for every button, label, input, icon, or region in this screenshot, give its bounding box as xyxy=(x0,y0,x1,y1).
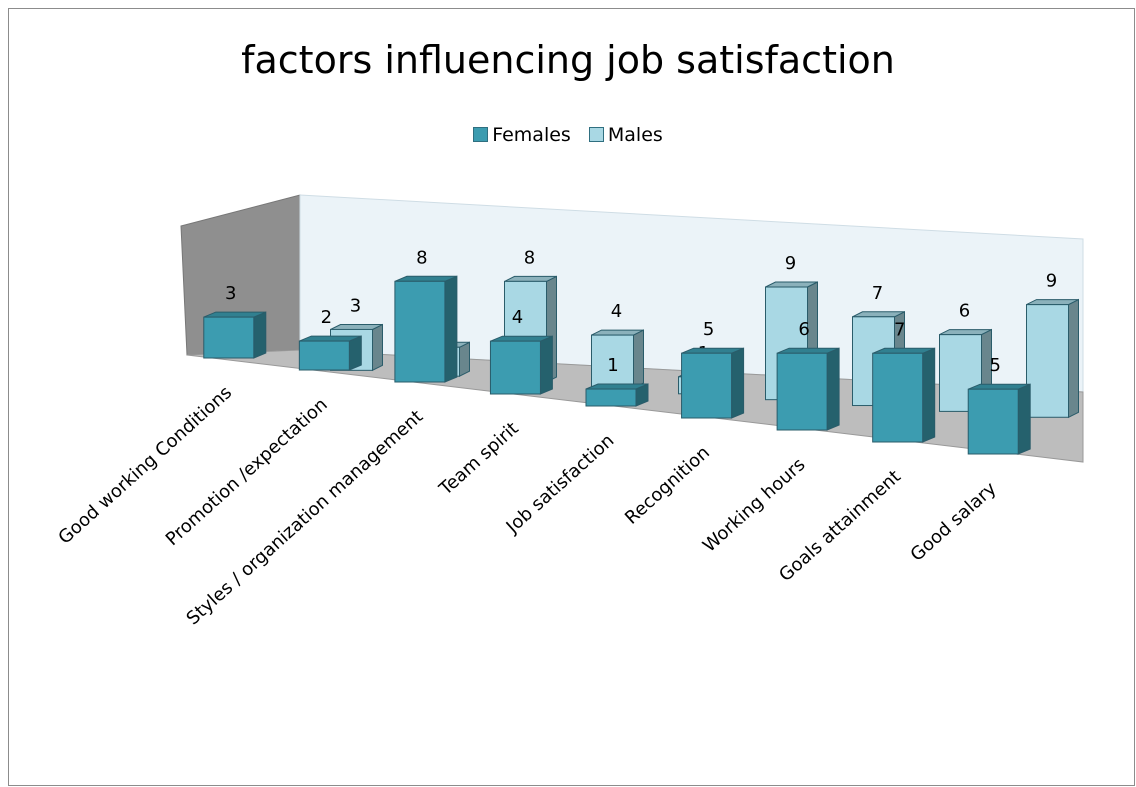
legend-swatch-females xyxy=(473,127,489,142)
bar-males-good-salary-side xyxy=(1068,298,1079,419)
data-label-females-team-spirit: 4 xyxy=(512,307,523,328)
bar-females-promotion-expectation-side xyxy=(348,335,362,371)
bar-females-good-salary-top xyxy=(968,383,1031,390)
category-label-job-satisfaction: Job satisfaction xyxy=(502,430,619,538)
chart-title: factors influencing job satisfaction xyxy=(241,38,895,82)
data-label-females-goals-attainment: 7 xyxy=(894,319,905,340)
data-label-females-good-salary: 5 xyxy=(989,355,1000,376)
data-label-males-good-working-conditions: 3 xyxy=(350,295,361,316)
category-label-good-working-conditions: Good working Conditions xyxy=(54,382,236,549)
bar-females-team-spirit xyxy=(489,340,541,395)
bar-females-good-working-conditions-side xyxy=(253,311,267,359)
bar-females-team-spirit-top xyxy=(490,335,553,342)
legend-entry-males: Males xyxy=(588,124,663,146)
legend-label-males: Males xyxy=(607,124,663,146)
bar-females-goals-attainment xyxy=(872,352,924,443)
bar-males-promotion-expectation-side xyxy=(459,341,470,378)
bar-females-working-hours-side xyxy=(826,347,840,431)
data-label-females-promotion-expectation: 2 xyxy=(321,307,332,328)
bar-males-good-working-conditions-side xyxy=(372,323,383,372)
bar-males-team-spirit-side xyxy=(633,329,644,389)
legend-swatch-males xyxy=(588,127,604,142)
bar-females-styles-organization-management-side xyxy=(444,275,458,383)
bar-males-recognition-top xyxy=(765,281,818,288)
data-label-males-styles-organization-management: 8 xyxy=(524,247,535,268)
bar-females-good-salary-side xyxy=(1017,383,1031,455)
data-label-males-recognition: 9 xyxy=(785,253,796,274)
bar-males-styles-organization-management-top xyxy=(504,275,557,282)
legend-entry-females: Females xyxy=(473,124,571,146)
bar-females-goals-attainment-top xyxy=(872,347,935,354)
bar-females-promotion-expectation-top xyxy=(299,335,362,342)
bar-males-good-salary xyxy=(1026,304,1069,418)
bar-females-goals-attainment-side xyxy=(922,347,936,443)
category-label-team-spirit: Team spirit xyxy=(435,418,523,500)
bar-males-goals-attainment-top xyxy=(939,329,992,336)
category-label-good-salary: Good salary xyxy=(907,478,1001,566)
bar-females-good-working-conditions-top xyxy=(203,311,266,318)
bar-males-team-spirit-top xyxy=(591,329,644,336)
category-label-recognition: Recognition xyxy=(621,442,714,529)
bar-males-good-salary-top xyxy=(1026,299,1079,306)
data-label-females-working-hours: 6 xyxy=(798,319,809,340)
data-label-females-styles-organization-management: 8 xyxy=(416,247,427,268)
category-label-styles-organization-management: Styles / organization management xyxy=(183,406,428,629)
bar-males-working-hours-top xyxy=(852,311,905,318)
category-label-goals-attainment: Goals attainment xyxy=(775,466,905,586)
bar-males-good-working-conditions-top xyxy=(330,324,383,330)
data-label-males-goals-attainment: 6 xyxy=(959,301,970,322)
bar-females-recognition-top xyxy=(681,347,744,354)
bar-females-styles-organization-management-top xyxy=(394,275,458,282)
data-label-females-good-working-conditions: 3 xyxy=(225,283,236,304)
bar-females-styles-organization-management xyxy=(394,280,446,383)
bar-females-good-working-conditions xyxy=(203,316,255,359)
bar-females-working-hours xyxy=(776,352,828,431)
bar-females-recognition-side xyxy=(731,347,745,419)
category-label-working-hours: Working hours xyxy=(699,454,809,556)
chart-legend: Females Males xyxy=(0,124,1136,146)
data-label-females-recognition: 5 xyxy=(703,319,714,340)
legend-label-females: Females xyxy=(492,124,571,146)
bar-females-promotion-expectation xyxy=(298,340,350,371)
bar-females-recognition xyxy=(681,352,733,419)
data-label-males-team-spirit: 4 xyxy=(611,301,622,322)
bar-females-job-satisfaction-top xyxy=(585,383,649,390)
bar-females-good-salary xyxy=(967,388,1019,455)
bar-females-working-hours-top xyxy=(776,347,840,354)
bar-females-team-spirit-side xyxy=(539,335,553,395)
bar-females-job-satisfaction xyxy=(585,388,637,407)
data-label-males-good-salary: 9 xyxy=(1046,271,1057,292)
data-label-females-job-satisfaction: 1 xyxy=(607,355,618,376)
data-label-males-working-hours: 7 xyxy=(872,283,883,304)
